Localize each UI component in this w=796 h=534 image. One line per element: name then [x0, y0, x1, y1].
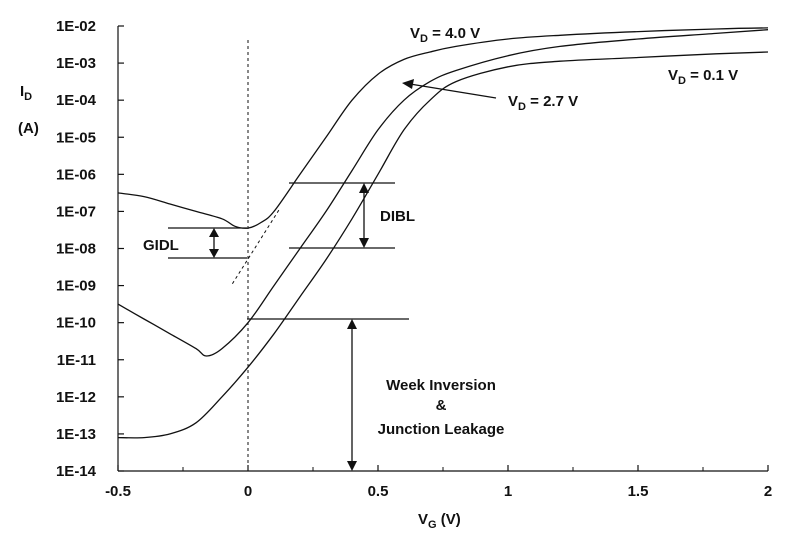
gidl-arrowhead-up	[209, 228, 219, 237]
x-tick-label: 0.5	[368, 483, 389, 500]
x-tick-label: 0	[244, 483, 252, 500]
y-ticks: 1E-14 1E-13 1E-12 1E-11 1E-10 1E-09 1E-08 1E-07…	[56, 18, 124, 480]
leak-arrowhead-up	[347, 319, 357, 329]
y-tick-label: 1E-03	[56, 55, 96, 72]
vd27-pointer-line	[409, 83, 497, 99]
x-tick-label: -0.5	[105, 483, 131, 500]
x-ticks: -0.5 0 0.5 1 1.5 2	[105, 465, 772, 500]
annotations: GIDL DIBL Week Inversion & Junction Leak…	[143, 79, 504, 471]
x-tick-label: 1	[504, 483, 512, 500]
x-axis-label: VG (V)	[418, 511, 461, 531]
leak-label-line2: &	[436, 397, 447, 414]
y-tick-label: 1E-08	[56, 241, 96, 258]
series-labels: VD = 4.0 V VD = 2.7 V VD = 0.1 V	[410, 25, 738, 113]
dibl-label: DIBL	[380, 208, 415, 225]
series-line-0	[117, 51, 769, 439]
series-label-vd40: VD = 4.0 V	[410, 25, 480, 45]
y-axis-unit: (A)	[18, 120, 39, 137]
vd27-pointer-head	[402, 79, 414, 89]
y-axis-label: ID	[20, 83, 32, 103]
y-tick-label: 1E-09	[56, 278, 96, 295]
series-group	[117, 27, 769, 439]
y-tick-label: 1E-02	[56, 18, 96, 35]
leak-label-line1: Week Inversion	[386, 377, 496, 394]
y-tick-label: 1E-10	[56, 315, 96, 332]
series-label-vd01: VD = 0.1 V	[668, 67, 738, 87]
y-tick-label: 1E-07	[56, 203, 96, 220]
x-tick-label: 1.5	[628, 483, 649, 500]
leak-arrowhead-down	[347, 461, 357, 471]
dibl-arrowhead-down	[359, 238, 369, 248]
gidl-label: GIDL	[143, 237, 179, 254]
leak-label-line3: Junction Leakage	[378, 421, 505, 438]
y-tick-label: 1E-13	[56, 426, 96, 443]
y-tick-label: 1E-06	[56, 166, 96, 183]
y-tick-label: 1E-12	[56, 389, 96, 406]
x-tick-label: 2	[764, 483, 772, 500]
y-tick-label: 1E-14	[56, 463, 97, 480]
series-label-vd27: VD = 2.7 V	[508, 93, 578, 113]
gidl-extrapolation-dashed-line	[231, 209, 280, 284]
series-line-2	[117, 27, 769, 229]
y-tick-label: 1E-04	[56, 92, 97, 109]
series-line-1	[117, 29, 769, 357]
gidl-arrowhead-down	[209, 249, 219, 258]
dibl-arrowhead-up	[359, 183, 369, 193]
y-tick-label: 1E-05	[56, 129, 96, 146]
y-tick-label: 1E-11	[57, 352, 96, 369]
